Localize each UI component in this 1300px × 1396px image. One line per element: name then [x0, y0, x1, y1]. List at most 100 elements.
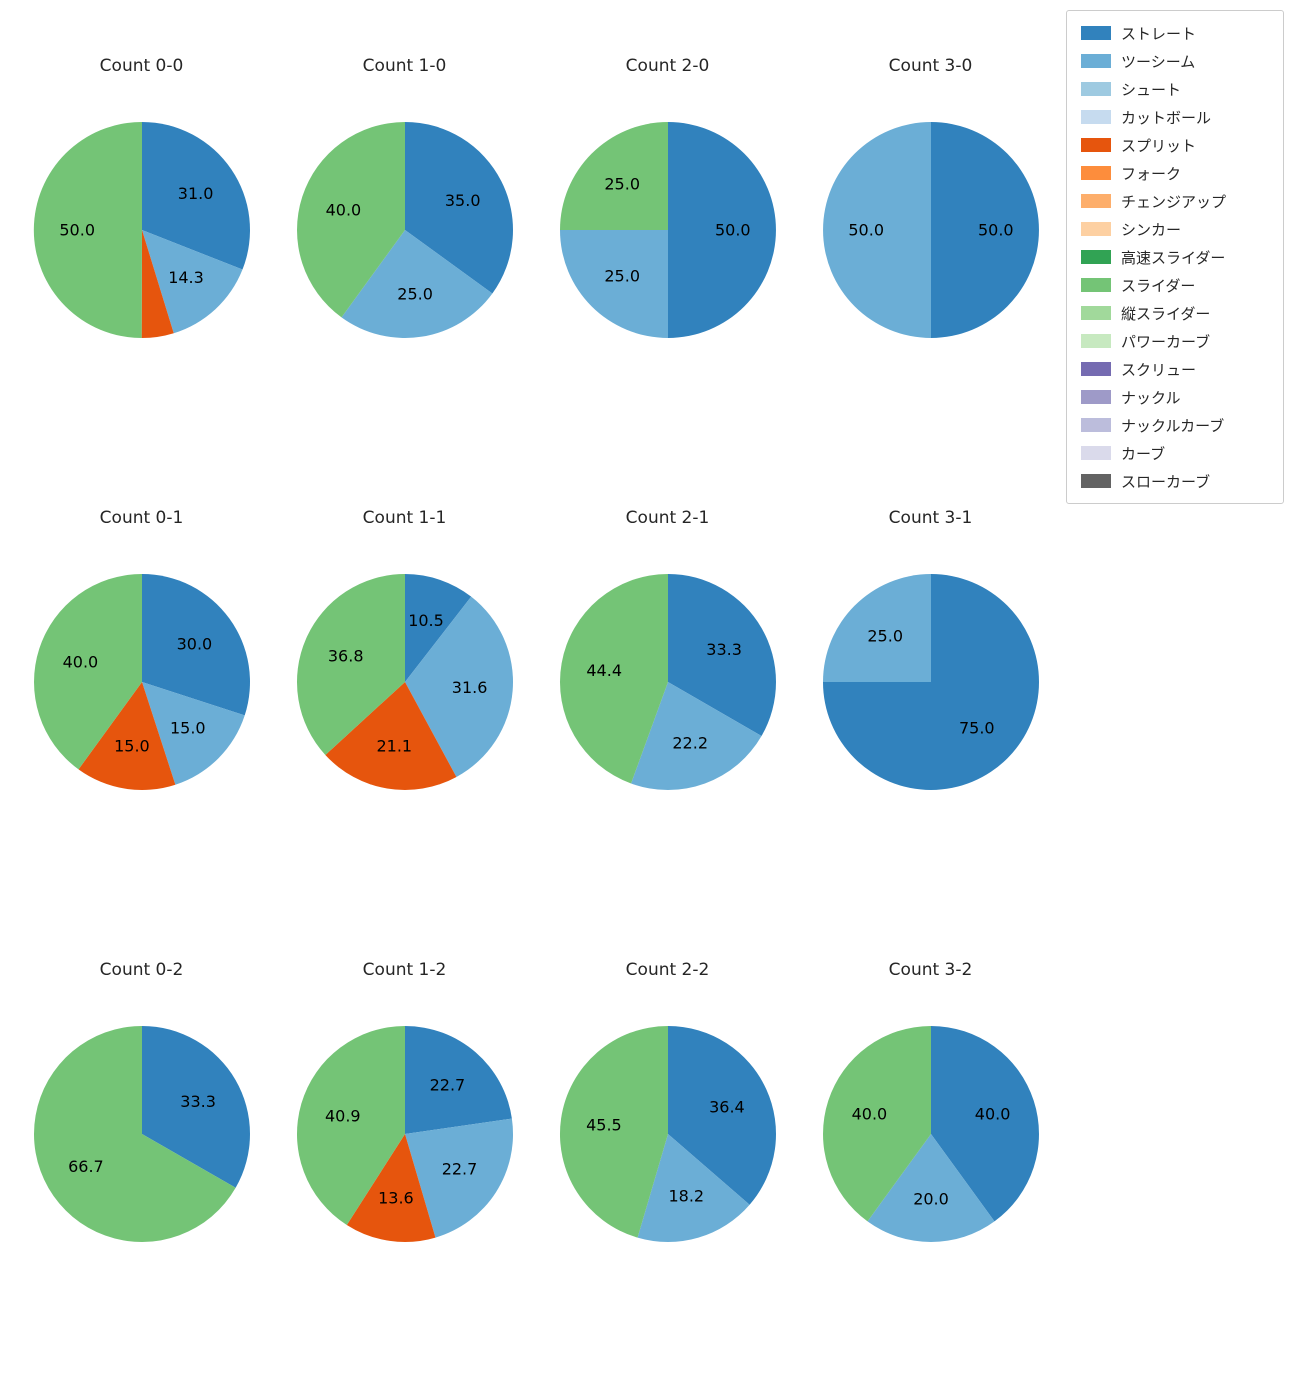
legend-item: パワーカーブ — [1077, 327, 1273, 355]
pie-slice — [667, 122, 776, 338]
chart-title: Count 1-1 — [362, 508, 447, 528]
pie-slice-label: 15.0 — [169, 718, 205, 737]
legend-item-label: スライダー — [1121, 276, 1196, 295]
pie-slice — [404, 574, 471, 682]
pie-slice — [341, 230, 492, 338]
legend-swatch — [1081, 334, 1111, 348]
pie-slice — [559, 1026, 668, 1238]
pie-slice-label: 50.0 — [59, 220, 95, 239]
pie-slice — [667, 1026, 776, 1205]
legend-item: スライダー — [1077, 271, 1273, 299]
pie-slice — [33, 1026, 236, 1242]
legend-item: シュート — [1077, 75, 1273, 103]
pie-slice-label: 35.0 — [444, 191, 480, 210]
pie-slice — [296, 574, 405, 755]
pie-slice-label: 40.0 — [62, 653, 98, 672]
chart-title: Count 2-2 — [625, 960, 710, 980]
pie-slice — [822, 122, 931, 338]
legend-item: ナックルカーブ — [1077, 411, 1273, 439]
pie-slice-label: 45.5 — [586, 1115, 622, 1134]
pie: 50.0 50.0 — [822, 122, 1039, 338]
pie-slice-label: 44.4 — [586, 661, 622, 680]
pie-slice — [930, 1026, 1039, 1222]
pie-slice-label: 10.5 — [408, 611, 444, 630]
legend-item: スクリュー — [1077, 355, 1273, 383]
pie-slice-label: 50.0 — [848, 221, 884, 240]
pie-slice-label: 40.0 — [851, 1105, 887, 1124]
legend-item: カットボール — [1077, 103, 1273, 131]
pie-slice-label: 40.0 — [974, 1105, 1010, 1124]
pie-slice-label: 25.0 — [604, 175, 640, 194]
pie-slice — [559, 574, 668, 784]
pie-slice — [296, 122, 405, 318]
chart-title: Count 0-2 — [99, 960, 184, 980]
pie-chart-count-2-1: Count 2-1 33.3 22.2 44.4 — [536, 492, 799, 944]
pie-slice — [324, 682, 456, 791]
pie-slice — [630, 682, 762, 791]
legend-item-label: ストレート — [1121, 24, 1197, 43]
pie-slice — [404, 1026, 512, 1134]
legend-item-label: カーブ — [1121, 444, 1166, 463]
legend-item-label: ナックル — [1121, 388, 1181, 407]
chart-title: Count 1-0 — [362, 56, 447, 76]
legend-swatch — [1081, 474, 1111, 488]
pie: 30.0 15.0 15.0 40.0 — [33, 574, 250, 790]
pie-slice — [141, 1026, 250, 1188]
legend-swatch — [1081, 110, 1111, 124]
legend-swatch — [1081, 194, 1111, 208]
legend-item-label: スローカーブ — [1121, 472, 1211, 491]
pie-slice — [637, 1134, 750, 1243]
legend-swatch — [1081, 278, 1111, 292]
pie-slice — [930, 122, 1039, 338]
pie-slice — [667, 574, 776, 736]
legend-item: カーブ — [1077, 439, 1273, 467]
pie-slice — [33, 121, 142, 338]
legend-item: ツーシーム — [1077, 47, 1273, 75]
pie: 50.0 25.0 25.0 — [559, 122, 776, 338]
pie-slice-label: 33.3 — [180, 1092, 216, 1111]
legend-swatch — [1081, 446, 1111, 460]
pie-slice — [822, 1026, 931, 1222]
pie: 40.0 20.0 40.0 — [822, 1026, 1039, 1242]
pie-slice — [559, 230, 668, 338]
pie-slice-label: 33.3 — [706, 640, 742, 659]
legend-swatch — [1081, 54, 1111, 68]
pie-slice — [141, 230, 242, 334]
legend-item-label: パワーカーブ — [1121, 332, 1211, 351]
pie-slice-label: 40.9 — [324, 1106, 360, 1125]
legend-item: スプリット — [1077, 131, 1273, 159]
legend: ストレート ツーシーム シュート カットボール スプリット フォーク チェンジアップ シンカー… — [1066, 10, 1284, 504]
pie: 10.5 31.6 21.1 36.8 — [296, 574, 513, 791]
pie-slice-label: 18.2 — [668, 1187, 704, 1206]
pie-chart-count-1-2: Count 1-2 22.7 22.7 13.6 40.9 — [273, 944, 536, 1396]
legend-swatch — [1081, 82, 1111, 96]
chart-title: Count 0-0 — [99, 56, 184, 76]
chart-title: Count 3-2 — [888, 960, 973, 980]
legend-swatch — [1081, 138, 1111, 152]
legend-item: シンカー — [1077, 215, 1273, 243]
pie: 31.0 14.3 50.0 — [33, 121, 250, 339]
pie-chart-count-1-0: Count 1-0 35.0 25.0 40.0 — [273, 40, 536, 492]
pie-chart-count-1-1: Count 1-1 10.5 31.6 21.1 36.8 — [273, 492, 536, 944]
pie-slice-label: 20.0 — [913, 1189, 949, 1208]
pie: 36.4 18.2 45.5 — [559, 1026, 776, 1243]
pie-slice-label: 25.0 — [867, 627, 903, 646]
pie-chart-count-2-0: Count 2-0 50.0 25.0 25.0 — [536, 40, 799, 492]
pie-chart-count-3-0: Count 3-0 50.0 50.0 — [799, 40, 1062, 492]
legend-swatch — [1081, 306, 1111, 320]
legend-item-label: ナックルカーブ — [1121, 416, 1225, 435]
pie: 33.3 66.7 — [33, 1026, 250, 1242]
chart-title: Count 0-1 — [99, 508, 184, 528]
legend-swatch — [1081, 222, 1111, 236]
pie-slice-label: 22.2 — [672, 733, 708, 752]
pie-slice — [404, 1118, 513, 1238]
pie-slice — [867, 1134, 994, 1242]
legend-item: 高速スライダー — [1077, 243, 1273, 271]
pie-slice-label: 66.7 — [68, 1157, 104, 1176]
pie-slice — [78, 682, 175, 790]
legend-item-label: ツーシーム — [1121, 52, 1196, 71]
legend-item-label: 縦スライダー — [1121, 304, 1211, 323]
pie-chart-count-0-0: Count 0-0 31.0 14.3 50.0 — [10, 40, 273, 492]
chart-title: Count 2-1 — [625, 508, 710, 528]
pie-chart-count-3-2: Count 3-2 40.0 20.0 40.0 — [799, 944, 1062, 1396]
